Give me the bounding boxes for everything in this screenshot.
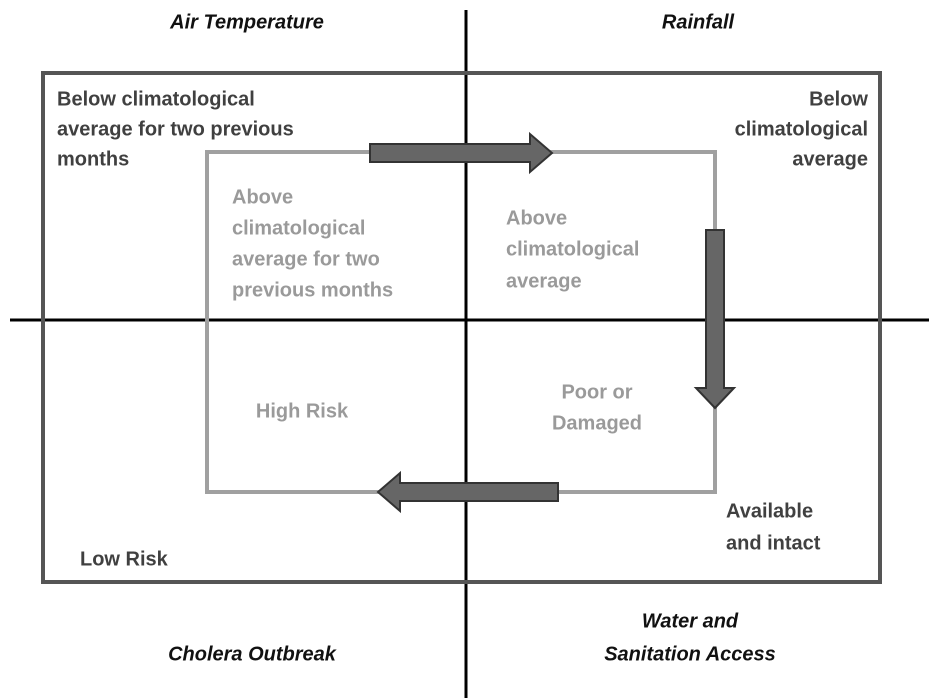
label: average [506, 270, 582, 292]
header: Sanitation Access [604, 643, 776, 665]
label: climatological [232, 217, 365, 239]
label: Poor or [561, 381, 632, 403]
label: Below [809, 88, 868, 110]
label: Low Risk [80, 548, 169, 570]
label: average for two [232, 248, 380, 270]
arrow-down [693, 229, 737, 410]
header: Rainfall [662, 11, 735, 33]
label: climatological [506, 238, 639, 260]
label: Below climatological [57, 88, 255, 110]
header: Air Temperature [169, 11, 324, 33]
label: and intact [726, 532, 821, 554]
arrow-left [376, 470, 559, 514]
label: Above [506, 207, 567, 229]
label: Available [726, 500, 813, 522]
label: High Risk [256, 400, 349, 422]
label: previous months [232, 279, 393, 301]
label: average [792, 148, 868, 170]
label: Above [232, 186, 293, 208]
label: Damaged [552, 412, 642, 434]
label: climatological [735, 118, 868, 140]
arrow-right [369, 131, 554, 175]
label: months [57, 148, 129, 170]
header: Water and [642, 610, 739, 632]
header: Cholera Outbreak [168, 643, 337, 665]
outer-box [41, 71, 882, 584]
label: average for two previous [57, 118, 294, 140]
